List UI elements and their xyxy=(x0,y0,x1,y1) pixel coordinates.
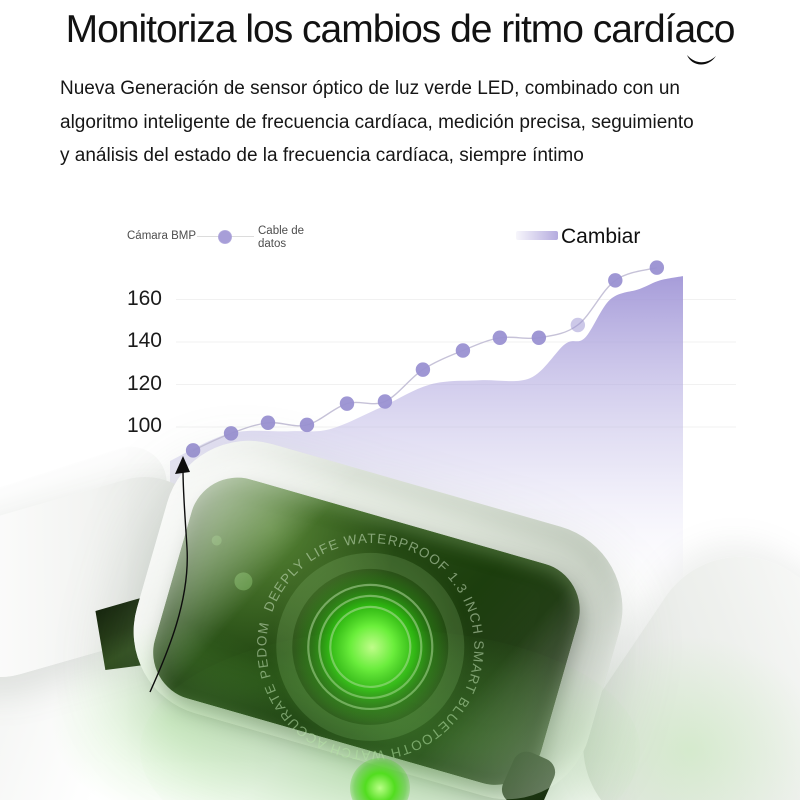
legend-label-change: Cambiar xyxy=(561,225,641,248)
data-point xyxy=(377,394,393,409)
data-point xyxy=(531,330,547,345)
callout-arrow-icon xyxy=(175,456,190,474)
data-point xyxy=(260,415,276,430)
data-point xyxy=(415,362,431,377)
description-line: algoritmo inteligente de frecuencia card… xyxy=(60,111,694,133)
y-tick-label: 140 xyxy=(126,329,162,352)
data-point xyxy=(299,417,315,433)
description-line: y análisis del estado de la frecuencia c… xyxy=(60,145,584,166)
description-line: Nueva Generación de sensor óptico de luz… xyxy=(60,78,680,99)
data-point xyxy=(339,396,355,411)
legend-label-camera: Cámara BMP xyxy=(127,230,197,242)
data-point xyxy=(223,426,239,441)
data-point xyxy=(492,330,508,345)
legend-label-cable: Cable de datos xyxy=(258,225,305,250)
data-point xyxy=(185,443,201,458)
data-point xyxy=(570,317,586,333)
data-point xyxy=(608,273,623,288)
legend-point-icon xyxy=(218,230,232,244)
description: Nueva Generación de sensor óptico de luz… xyxy=(60,72,760,173)
legend-gradient-swatch xyxy=(516,231,558,240)
data-point xyxy=(649,260,665,275)
data-point xyxy=(455,343,471,358)
y-tick-label: 100 xyxy=(126,414,162,437)
crescent-mark-icon xyxy=(687,55,716,65)
y-tick-label: 160 xyxy=(126,286,162,310)
callout-line xyxy=(149,469,188,693)
y-tick-label: 120 xyxy=(126,371,162,395)
page-title: Monitoriza los cambios de ritmo cardíaco xyxy=(65,8,736,51)
